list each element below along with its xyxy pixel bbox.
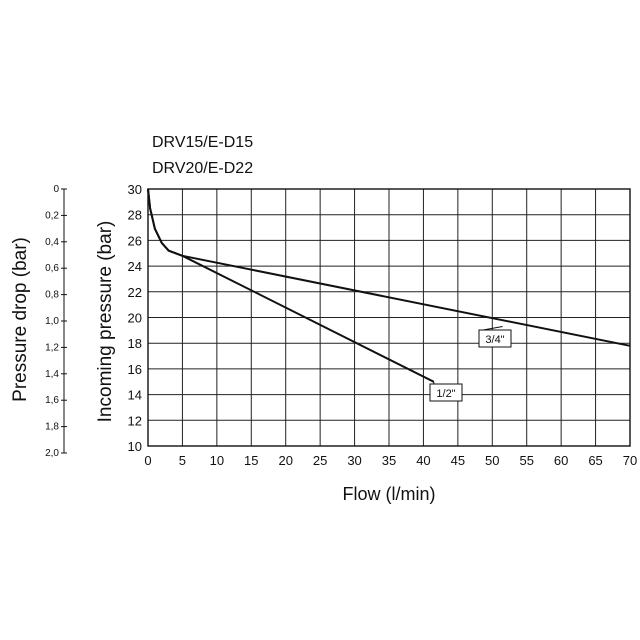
y-tick-label: 14: [128, 388, 142, 403]
x-tick-label: 10: [210, 453, 224, 468]
secondary-axis-tick-label: 1,6: [45, 395, 59, 406]
secondary-axis-tick-label: 0,6: [45, 263, 59, 274]
y-tick-label: 30: [128, 182, 142, 197]
x-tick-label: 5: [179, 453, 186, 468]
chart-title-line-2: DRV20/E-D22: [152, 160, 254, 177]
y-tick-label: 22: [128, 285, 142, 300]
secondary-axis-tick-label: 0,4: [45, 237, 59, 248]
x-tick-label: 0: [144, 453, 151, 468]
x-tick-label: 65: [588, 453, 602, 468]
chart-title-line-1: DRV15/E-D15: [152, 134, 254, 151]
y-tick-label: 26: [128, 233, 142, 248]
y-axis-title: Incoming pressure (bar): [95, 221, 116, 423]
series-line-0: [147, 188, 435, 383]
x-tick-label: 25: [313, 453, 327, 468]
secondary-axis-tick-label: 0,8: [45, 290, 59, 301]
series-label-box: [478, 329, 512, 348]
x-axis-title: Flow (l/min): [343, 484, 436, 504]
y-tick-label: 20: [128, 311, 142, 326]
x-tick-label: 50: [485, 453, 499, 468]
y-tick-label: 28: [128, 208, 142, 223]
x-tick-label: 40: [416, 453, 430, 468]
secondary-axis-tick-label: 2,0: [45, 448, 59, 459]
secondary-axis-tick-label: 1,4: [45, 369, 59, 380]
series-label-text: 1/2": [436, 388, 455, 400]
x-tick-label: 35: [382, 453, 396, 468]
y-tick-label: 24: [128, 259, 142, 274]
x-tick-label: 60: [554, 453, 568, 468]
secondary-axis-tick-label: 1,0: [45, 316, 59, 327]
x-tick-label: 70: [623, 453, 637, 468]
y-tick-label: 12: [128, 413, 142, 428]
y-tick-label: 16: [128, 362, 142, 377]
y-tick-label: 10: [128, 439, 142, 454]
series-line-1: [147, 188, 631, 347]
secondary-axis-tick-label: 0,2: [45, 210, 59, 221]
secondary-axis-tick-label: 1,8: [45, 422, 59, 433]
y-tick-label: 18: [128, 336, 142, 351]
x-tick-label: 15: [244, 453, 258, 468]
series-label-box: [429, 383, 463, 402]
x-tick-label: 30: [347, 453, 361, 468]
plot-frame: [147, 188, 631, 447]
x-tick-label: 55: [519, 453, 533, 468]
secondary-axis-tick-label: 0: [53, 184, 59, 195]
secondary-axis-tick-label: 1,2: [45, 342, 59, 353]
series-label-text: 3/4": [485, 334, 504, 346]
x-tick-label: 45: [451, 453, 465, 468]
series-label-leader: [482, 326, 503, 331]
secondary-y-axis-title: Pressure drop (bar): [10, 237, 31, 402]
x-tick-label: 20: [278, 453, 292, 468]
